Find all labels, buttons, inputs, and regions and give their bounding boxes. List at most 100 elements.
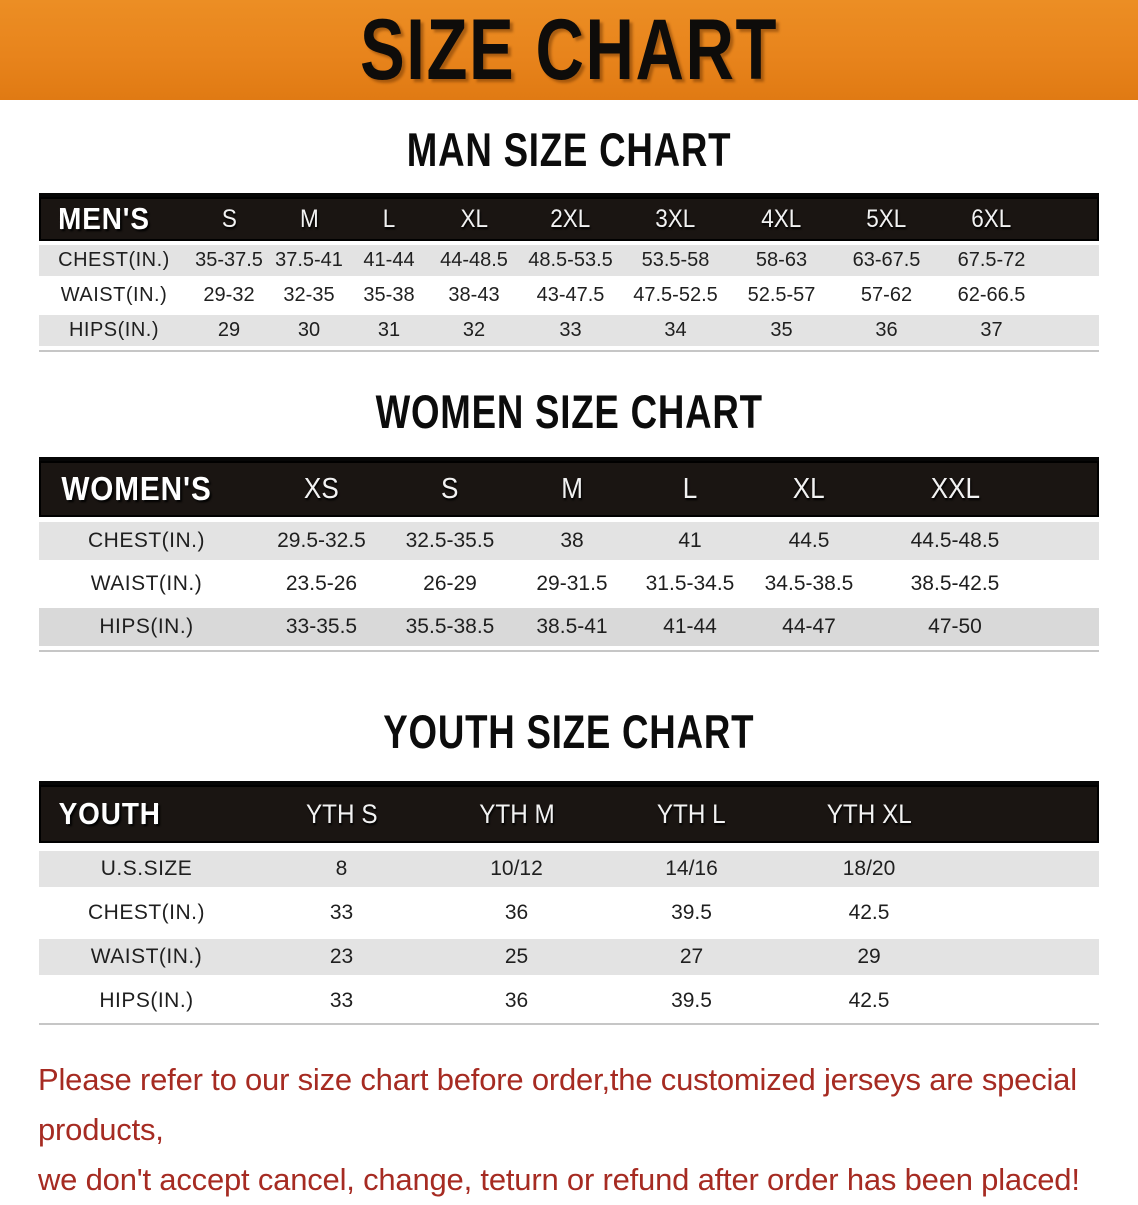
cell-value: 44.5 (788, 529, 830, 552)
women-table-header: WOMEN'S XS S M L XL XXL (39, 457, 1099, 517)
men-size-table: MEN'S S M L XL 2XL 3XL 4XL 5XL 6XL CHEST… (39, 193, 1099, 352)
cell-value: 36 (875, 319, 898, 341)
row-spacer (1039, 522, 1099, 560)
cell-value: 42.5 (848, 989, 890, 1012)
cell-value: 41 (678, 529, 702, 552)
cell-value: 29 (857, 945, 881, 968)
cell-value: 33-35.5 (285, 615, 358, 638)
row-spacer (959, 939, 1099, 975)
row-spacer (1044, 245, 1099, 276)
women-row-chest: CHEST(IN.) 29.5-32.5 32.5-35.5 38 41 44.… (39, 522, 1099, 560)
cell-value: 53.5-58 (641, 249, 710, 271)
cell-value: 31 (377, 319, 401, 341)
cell-value: 44-47 (782, 615, 836, 638)
women-header-spacer (1039, 461, 1099, 517)
cell-value: 32.5-35.5 (405, 529, 495, 552)
banner-title: SIZE CHART (359, 2, 779, 98)
cell-value: 43-47.5 (536, 284, 605, 306)
men-row-hips: HIPS(IN.) 29 30 31 32 33 34 35 36 37 (39, 315, 1099, 346)
row-label: U.S.SIZE (100, 857, 193, 880)
cell-value: 29.5-32.5 (277, 529, 366, 552)
women-size-col-m: M (561, 472, 583, 505)
cell-value: 37 (980, 319, 1003, 341)
disclaimer-text: Please refer to our size chart before or… (0, 1055, 1138, 1205)
cell-value: 25 (504, 945, 529, 968)
men-size-col-xl: XL (460, 204, 488, 233)
cell-value: 35 (770, 319, 793, 341)
cell-value: 47.5-52.5 (633, 284, 718, 306)
cell-value: 47-50 (928, 615, 982, 638)
men-size-col-5xl: 5XL (866, 204, 907, 233)
youth-row-ussize: U.S.SIZE 8 10/12 14/16 18/20 (39, 851, 1099, 887)
size-chart-banner: SIZE CHART (0, 0, 1138, 100)
cell-value: 26-29 (423, 572, 477, 595)
cell-value: 8 (335, 857, 348, 880)
women-size-table: WOMEN'S XS S M L XL XXL CHEST(IN.) 29.5-… (39, 457, 1099, 652)
women-corner-label: WOMEN'S (61, 470, 212, 507)
men-header-spacer (1044, 197, 1099, 241)
disclaimer-line-2: we don't accept cancel, change, teturn o… (38, 1162, 1080, 1197)
cell-value: 33 (559, 319, 582, 341)
cell-value: 52.5-57 (747, 284, 816, 306)
youth-heading-text: YOUTH SIZE CHART (383, 705, 755, 758)
youth-size-col-s: YTH S (305, 798, 378, 829)
cell-value: 62-66.5 (957, 284, 1026, 306)
cell-value: 41-44 (663, 615, 717, 638)
men-size-col-s: S (221, 204, 237, 233)
cell-value: 30 (297, 319, 321, 341)
women-size-col-l: L (682, 472, 698, 505)
youth-size-col-m: YTH M (478, 798, 555, 829)
cell-value: 23.5-26 (285, 572, 358, 595)
cell-value: 38-43 (448, 284, 500, 306)
row-spacer (1044, 280, 1099, 311)
cell-value: 63-67.5 (852, 249, 921, 271)
youth-table-header: YOUTH YTH S YTH M YTH L YTH XL (39, 781, 1099, 843)
men-size-col-m: M (299, 204, 319, 233)
row-spacer (1039, 565, 1099, 603)
men-row-chest: CHEST(IN.) 35-37.5 37.5-41 41-44 44-48.5… (39, 245, 1099, 276)
row-label: CHEST(IN.) (88, 529, 205, 552)
cell-value: 33 (329, 989, 354, 1012)
cell-value: 35-38 (363, 284, 415, 306)
cell-value: 57-62 (860, 284, 913, 306)
row-spacer (959, 895, 1099, 931)
cell-value: 32-35 (283, 284, 335, 306)
cell-value: 29 (217, 319, 241, 341)
cell-value: 58-63 (755, 249, 808, 271)
women-row-hips: HIPS(IN.) 33-35.5 35.5-38.5 38.5-41 41-4… (39, 608, 1099, 646)
men-row-waist: WAIST(IN.) 29-32 32-35 35-38 38-43 43-47… (39, 280, 1099, 311)
row-label: WAIST(IN.) (90, 945, 203, 968)
cell-value: 23 (329, 945, 354, 968)
cell-value: 38.5-42.5 (910, 572, 1000, 595)
row-spacer (959, 851, 1099, 887)
youth-size-table: YOUTH YTH S YTH M YTH L YTH XL U.S.SIZE … (39, 781, 1099, 1025)
cell-value: 37.5-41 (275, 249, 343, 271)
cell-value: 38.5-41 (536, 615, 608, 638)
row-spacer (1039, 608, 1099, 646)
cell-value: 29-32 (203, 284, 255, 306)
women-size-col-xxl: XXL (930, 472, 980, 505)
cell-value: 42.5 (848, 901, 890, 924)
cell-value: 34 (664, 319, 687, 341)
youth-header-spacer (959, 785, 1099, 843)
cell-value: 67.5-72 (957, 249, 1026, 271)
cell-value: 33 (329, 901, 354, 924)
youth-corner-cell: YOUTH (39, 785, 254, 843)
cell-value: 41-44 (363, 249, 415, 271)
cell-value: 18/20 (842, 857, 896, 880)
row-spacer (1044, 315, 1099, 346)
youth-size-col-l: YTH L (657, 798, 726, 829)
row-spacer (959, 983, 1099, 1019)
row-label: CHEST(IN.) (58, 249, 170, 271)
cell-value: 36 (504, 901, 529, 924)
men-corner-cell: MEN'S (39, 197, 189, 241)
women-row-waist: WAIST(IN.) 23.5-26 26-29 29-31.5 31.5-34… (39, 565, 1099, 603)
youth-row-chest: CHEST(IN.) 33 36 39.5 42.5 (39, 895, 1099, 931)
men-size-col-l: L (382, 204, 396, 233)
cell-value: 29-31.5 (536, 572, 608, 595)
row-label: WAIST(IN.) (90, 572, 203, 595)
cell-value: 48.5-53.5 (528, 249, 613, 271)
youth-size-col-xl: YTH XL (826, 798, 912, 829)
cell-value: 35.5-38.5 (405, 615, 495, 638)
row-label: CHEST(IN.) (88, 901, 205, 924)
